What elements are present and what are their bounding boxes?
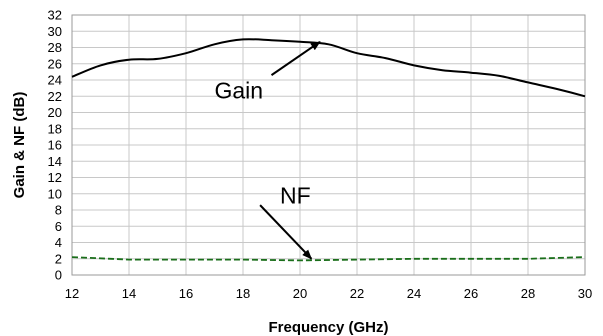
- x-tick-label: 30: [578, 286, 592, 301]
- x-tick-label: 28: [521, 286, 535, 301]
- y-tick-label: 14: [48, 154, 62, 169]
- x-tick-label: 26: [464, 286, 478, 301]
- annotation-arrow-gain: [270, 40, 321, 76]
- y-tick-label: 4: [55, 235, 62, 250]
- plot-frame: [71, 14, 586, 276]
- y-tick-label: 18: [48, 121, 62, 136]
- x-tick-label: 14: [122, 286, 136, 301]
- y-tick-label: 22: [48, 89, 62, 104]
- y-tick-label: 8: [55, 203, 62, 218]
- y-tick-label: 30: [48, 24, 62, 39]
- y-tick-label: 20: [48, 105, 62, 120]
- annotations: Gain NF: [215, 40, 321, 260]
- y-tick-label: 24: [48, 73, 62, 88]
- y-tick-label: 6: [55, 219, 62, 234]
- y-tick-label: 26: [48, 56, 62, 71]
- series-line-gain: [71, 38, 586, 98]
- annotation-label-gain: Gain: [215, 78, 264, 104]
- x-tick-label: 16: [179, 286, 193, 301]
- x-tick-label: 24: [407, 286, 421, 301]
- y-tick-label: 12: [48, 170, 62, 185]
- y-tick-label: 28: [48, 40, 62, 55]
- series-line-nf: [71, 256, 586, 262]
- x-axis-title: Frequency (GHz): [268, 319, 388, 336]
- x-tick-label: 18: [236, 286, 250, 301]
- tick-labels: 12 14 16 18 20 22 24 26 28 3002468101214161820222…: [48, 8, 593, 302]
- annotation-label-nf: NF: [280, 183, 311, 209]
- y-tick-label: 2: [55, 251, 62, 266]
- y-tick-label: 0: [55, 268, 62, 283]
- y-tick-label: 16: [48, 138, 62, 153]
- annotation-arrow-nf: [259, 204, 313, 260]
- y-tick-label: 10: [48, 186, 62, 201]
- y-axis-title: Gain & NF (dB): [11, 92, 28, 199]
- grid: [71, 14, 586, 276]
- x-tick-label: 20: [293, 286, 307, 301]
- y-tick-label: 32: [48, 8, 62, 23]
- x-tick-label: 22: [350, 286, 364, 301]
- x-tick-label: 12: [65, 286, 79, 301]
- series-group: [71, 38, 586, 262]
